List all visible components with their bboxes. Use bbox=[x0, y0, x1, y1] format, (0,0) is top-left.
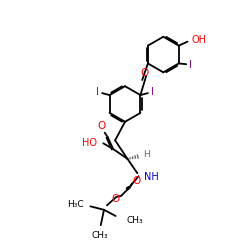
Text: NH: NH bbox=[144, 172, 159, 182]
Text: I: I bbox=[151, 87, 154, 97]
Text: O: O bbox=[132, 176, 140, 186]
Text: I: I bbox=[96, 87, 99, 97]
Text: CH₃: CH₃ bbox=[127, 216, 144, 225]
Text: CH₃: CH₃ bbox=[91, 231, 108, 240]
Text: HO: HO bbox=[82, 138, 97, 147]
Text: O: O bbox=[111, 194, 119, 204]
Text: I: I bbox=[189, 60, 192, 70]
Text: OH: OH bbox=[192, 35, 206, 45]
Text: H: H bbox=[143, 150, 150, 160]
Text: O: O bbox=[98, 122, 106, 132]
Text: O: O bbox=[140, 68, 148, 78]
Text: H₃C: H₃C bbox=[68, 200, 84, 209]
